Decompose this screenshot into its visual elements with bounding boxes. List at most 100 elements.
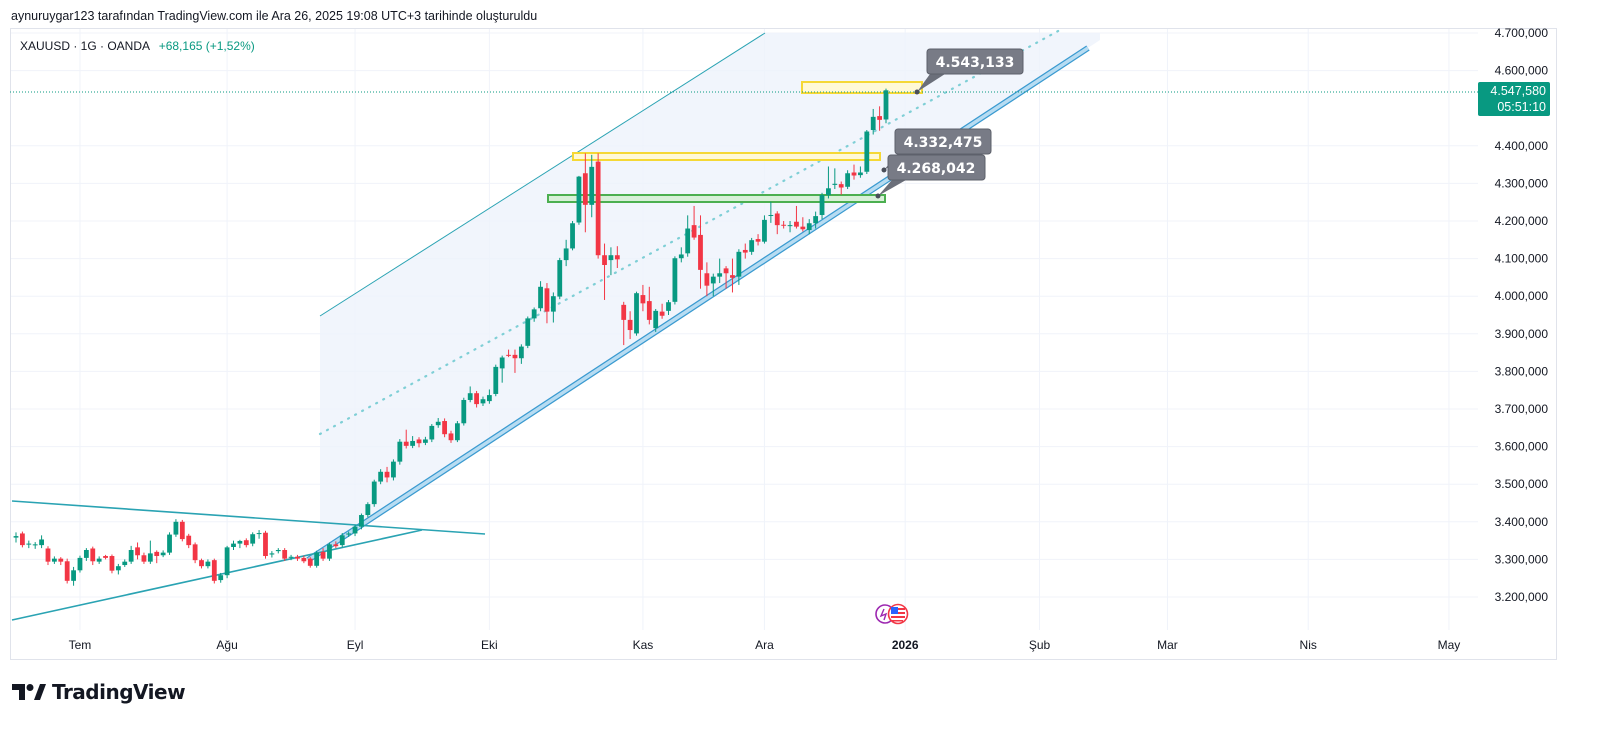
candle [608, 247, 614, 276]
candle-body [192, 544, 198, 561]
candle-body [141, 555, 147, 562]
candle [179, 519, 185, 542]
price-tick-label: 4.600,000 [1495, 64, 1549, 78]
candle [742, 243, 748, 259]
candle-body [384, 471, 390, 478]
candle-body [359, 515, 364, 527]
candle [666, 299, 671, 315]
candle-body [659, 311, 665, 316]
candle-body [154, 551, 160, 557]
candle-body [666, 302, 671, 311]
candle [429, 424, 435, 443]
candle [314, 550, 320, 568]
symbol-legend[interactable]: XAUUSD · 1G · OANDA +68,165 (+1,52%) [20, 39, 255, 53]
candle [327, 542, 332, 561]
candle-body [730, 275, 735, 278]
candle [256, 530, 262, 539]
candle [307, 557, 313, 568]
callout-label: 4.332,475 [904, 135, 983, 151]
triangle-upper-line[interactable] [11, 500, 486, 535]
candle [774, 211, 780, 235]
candle-body [378, 471, 384, 482]
candle-body [147, 553, 153, 562]
time-axis[interactable]: Tem Ağu Eyl Eki Kas Ara 2026 Şub Mar Nis May [69, 638, 1461, 652]
candle [154, 550, 160, 564]
candle [423, 436, 428, 446]
resistance-zone-top[interactable] [801, 81, 923, 94]
tradingview-logo-text: TradingView [52, 680, 186, 704]
callout-4268[interactable]: 4.268,042 [875, 154, 986, 199]
price-tick-label: 3.900,000 [1495, 327, 1549, 341]
candle [416, 437, 422, 448]
candle-body [742, 249, 748, 253]
candle-body [582, 173, 588, 205]
price-tick-label: 4.000,000 [1495, 289, 1549, 303]
price-tick-label: 4.200,000 [1495, 214, 1549, 228]
time-tick-label: 2026 [892, 638, 919, 652]
price-change: +68,165 (+1,52%) [158, 39, 255, 53]
candle-body [787, 225, 793, 227]
callout-4543[interactable]: 4.543,133 [914, 48, 1024, 95]
candle [263, 530, 268, 559]
candle [838, 181, 844, 195]
candle-body [224, 547, 230, 576]
candle-body [77, 557, 83, 571]
candle [378, 469, 384, 485]
candle [582, 153, 588, 233]
candle [659, 303, 665, 319]
candle-body [774, 213, 780, 226]
candle [755, 234, 761, 246]
candle-body [301, 557, 307, 562]
price-tick-label: 4.100,000 [1495, 252, 1549, 266]
candle-body [557, 260, 563, 297]
candle [128, 545, 134, 564]
candle-body [218, 575, 224, 581]
candle [736, 249, 742, 285]
us-flag-event-icon[interactable] [887, 603, 909, 625]
candle [231, 540, 236, 550]
triangle-lower-line[interactable] [11, 529, 423, 621]
candle [186, 533, 192, 549]
candle-body [397, 441, 403, 462]
candle-body [416, 439, 422, 444]
candle-body [263, 532, 268, 557]
tradingview-logo-icon [12, 684, 46, 700]
candle-body [186, 535, 192, 546]
price-tick-label: 3.200,000 [1495, 590, 1549, 604]
candle-body [678, 254, 684, 259]
candle [474, 390, 479, 408]
candle [576, 175, 582, 225]
candle [589, 154, 595, 218]
candle-body [314, 552, 320, 566]
candle [685, 215, 691, 257]
candle-body [870, 116, 876, 131]
candle [864, 130, 870, 174]
price-axis[interactable]: 4.700,000 4.600,000 4.400,000 4.300,000 4.20… [1495, 26, 1549, 604]
candle-body [480, 399, 486, 404]
candle [749, 237, 755, 255]
candle [493, 364, 499, 397]
chart-frame [10, 28, 1557, 660]
candle-body [749, 240, 755, 252]
candle-body [64, 561, 70, 581]
candle [83, 548, 89, 561]
tradingview-logo[interactable]: TradingView [12, 680, 186, 704]
candle-body [736, 251, 742, 277]
resistance-zone-mid[interactable] [572, 152, 881, 161]
candle [64, 558, 70, 584]
support-zone[interactable] [547, 194, 886, 203]
candle [614, 246, 620, 268]
candle [167, 532, 172, 555]
candle-body [858, 172, 863, 176]
time-tick-label: Şub [1029, 638, 1051, 652]
candle-body [58, 558, 64, 562]
candle-body [493, 366, 499, 394]
candle-body [832, 183, 838, 185]
candle-body [646, 301, 652, 320]
candle-body [32, 544, 38, 546]
candle [397, 439, 403, 465]
candle-body [723, 268, 729, 274]
candle-body [717, 273, 723, 277]
candle-body [211, 560, 217, 581]
